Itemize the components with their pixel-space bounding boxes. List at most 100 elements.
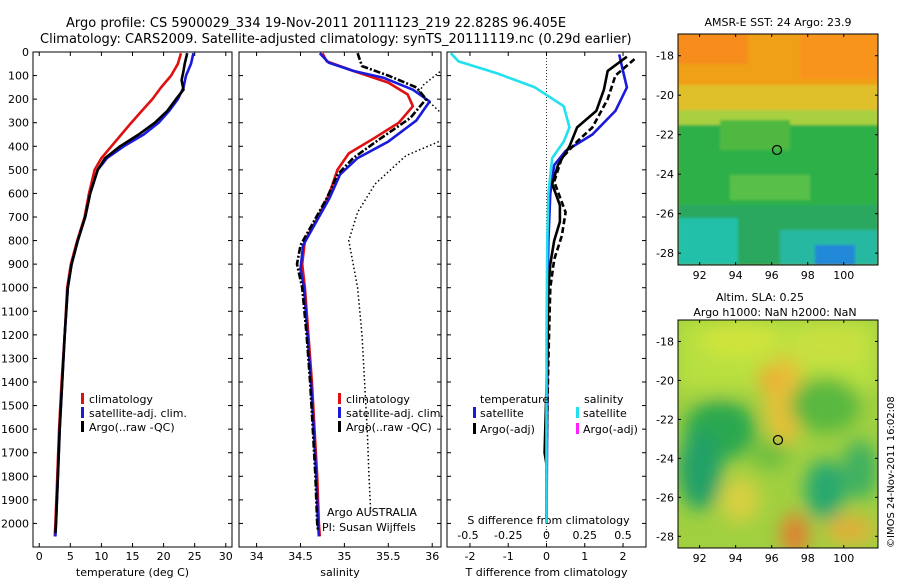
map-y-tick-label: -24: [656, 168, 674, 181]
y-tick-label: 1700: [1, 447, 29, 460]
legend-title-salinity: salinity: [584, 393, 624, 406]
series-line-climatology-0: [53, 52, 183, 537]
legend-label: climatology: [89, 393, 153, 406]
x-tick-label: 30: [219, 550, 233, 563]
map-y-tick-label: -18: [656, 50, 674, 63]
map-x-tick-label: 100: [833, 269, 854, 282]
x-tick-label: 1: [581, 550, 588, 563]
x-tick-label: 5: [67, 550, 74, 563]
y-tick-label: 1500: [1, 400, 29, 413]
legend-swatch: [576, 407, 579, 418]
legend-label: satellite: [480, 407, 524, 420]
series-line-argo---raw--qc--2: [54, 52, 189, 533]
series-line-unnamed-4: [348, 139, 441, 512]
legend-label: satellite-adj. clim.: [89, 407, 187, 420]
y-tick-label: 1200: [1, 329, 29, 342]
top-axis-label: S difference from climatology: [467, 514, 630, 527]
map-x-tick-label: 98: [801, 552, 815, 565]
x-tick-label: 15: [126, 550, 140, 563]
map-y-tick-label: -26: [656, 208, 674, 221]
x-tick-label: 35.5: [376, 550, 401, 563]
y-tick-label: 200: [8, 93, 29, 106]
panel-difference: -2 -1 0 1 2 T difference from climatology -0.5…: [446, 51, 647, 579]
x-axis-label: temperature (deg C): [76, 566, 189, 579]
x-tick-label: 25: [188, 550, 202, 563]
y-tick-label: 1800: [1, 470, 29, 483]
x-tick-label: -1: [503, 550, 514, 563]
sla-axes: 92 94 96 98 100 -18 -20 -22 -24 -26 -28: [656, 320, 878, 565]
sla-map-title2: Argo h1000: NaN h2000: NaN: [693, 306, 856, 319]
header-line2: Climatology: CARS2009. Satellite-adjuste…: [40, 32, 632, 47]
map-y-tick-label: -22: [656, 129, 674, 142]
top-tick-label: -0.5: [457, 529, 478, 542]
y-tick-label: 800: [8, 235, 29, 248]
series-group: [295, 52, 441, 537]
panel-frame: [32, 51, 233, 548]
x-tick-label: 0: [543, 550, 550, 563]
y-tick-label: 1000: [1, 282, 29, 295]
x-tick-label: 10: [94, 550, 108, 563]
y-tick-label: 1900: [1, 494, 29, 507]
legend-swatch: [338, 407, 341, 418]
series-group: [53, 52, 195, 537]
header-line1: Argo profile: CS 5900029_334 19-Nov-2011…: [66, 16, 566, 31]
map-x-tick-label: 96: [765, 269, 779, 282]
annotation-institution: Argo AUSTRALIA: [327, 506, 417, 519]
y-tick-label: 1100: [1, 305, 29, 318]
map-x-tick-label: 94: [729, 552, 743, 565]
legend-label: satellite-adj. clim.: [346, 407, 444, 420]
panel-salinity: 34 34.5 35 35.5 36 salinity climatologysatelli…: [238, 51, 444, 579]
map-y-tick-label: -20: [656, 374, 674, 387]
top-tick-label: -0.25: [494, 529, 522, 542]
x-tick-label: 2: [620, 550, 627, 563]
map-y-tick-label: -20: [656, 89, 674, 102]
legend-swatch: [81, 393, 84, 404]
sst-axes: 92 94 96 98 100 -18 -20 -22 -24 -26 -28: [656, 34, 878, 282]
top-tick-label: 0.25: [573, 529, 598, 542]
series-line-satellite-0: [545, 54, 629, 524]
panel-temperature: 0 5 10 15 20 25 30 temperature (deg C) 0 100 200 30…: [1, 46, 233, 579]
x-axis-label: T difference from climatology: [465, 566, 628, 579]
sla-argo-marker: [772, 434, 784, 446]
legend-swatch: [576, 423, 579, 434]
legend-label: climatology: [346, 393, 410, 406]
legend-swatch: [338, 421, 341, 432]
y-tick-label: 0: [22, 46, 29, 59]
legend-swatch: [473, 423, 476, 434]
map-y-tick-label: -22: [656, 413, 674, 426]
y-tick-label: 1300: [1, 352, 29, 365]
x-tick-label: 34.5: [288, 550, 313, 563]
sla-map-title1: Altim. SLA: 0.25: [716, 291, 804, 304]
map-y-tick-label: -26: [656, 491, 674, 504]
y-tick-label: 2000: [1, 517, 29, 530]
series-line-argo--adj--1: [543, 55, 628, 524]
y-tick-label: 300: [8, 117, 29, 130]
series-line-satellite-adj--clim--1: [299, 52, 431, 537]
map-y-tick-label: -18: [656, 335, 674, 348]
sst-map-title: AMSR-E SST: 24 Argo: 23.9: [704, 16, 851, 29]
x-tick-label: -2: [464, 550, 475, 563]
y-tick-label: 700: [8, 211, 29, 224]
series-line-satellite-3: [449, 52, 571, 524]
map-x-tick-label: 94: [729, 269, 743, 282]
y-tick-label: 900: [8, 258, 29, 271]
legend-label: satellite: [583, 407, 627, 420]
legend-label: Argo(-adj): [480, 423, 535, 436]
map-x-tick-label: 98: [801, 269, 815, 282]
annotation-pi: PI: Susan Wijffels: [322, 521, 416, 534]
x-tick-label: 35: [337, 550, 351, 563]
y-tick-label: 100: [8, 70, 29, 83]
footer-credit: ©IMOS 24-Nov-2011 16:02:08: [886, 396, 897, 548]
legend-label: Argo(..raw -QC): [89, 421, 175, 434]
map-x-tick-label: 92: [693, 552, 707, 565]
legend-swatch: [473, 407, 476, 418]
x-tick-label: 20: [157, 550, 171, 563]
map-y-tick-label: -24: [656, 452, 674, 465]
series-line-unnamed-3: [418, 69, 441, 115]
y-tick-label: 400: [8, 140, 29, 153]
sla-map: [678, 320, 878, 548]
x-axis-label: salinity: [320, 566, 360, 579]
profile-panels: 0 5 10 15 20 25 30 temperature (deg C) 0 100 200 30…: [1, 46, 647, 579]
top-tick-label: 0.5: [614, 529, 632, 542]
sst-argo-marker: [771, 144, 783, 156]
